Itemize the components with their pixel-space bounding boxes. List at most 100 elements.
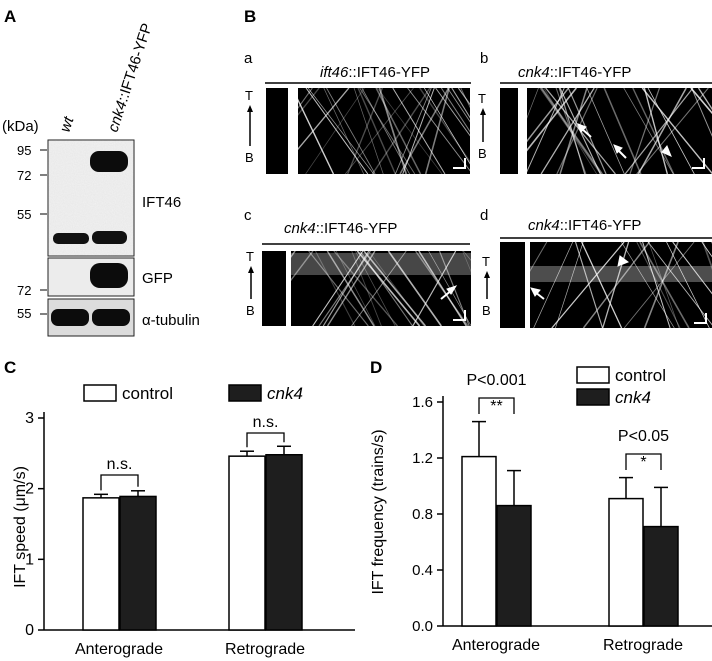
kymo-title-b-italic: cnk4 — [518, 64, 550, 81]
significance-bracket — [100, 474, 139, 491]
kymo-streak — [423, 88, 470, 165]
legend-swatch-cnk4 — [576, 388, 610, 406]
kymo-streak — [603, 88, 642, 174]
bar-control — [608, 497, 644, 627]
kymo-streak — [540, 88, 595, 174]
kymo-streak — [539, 88, 602, 174]
bar-cnk4 — [496, 504, 532, 627]
band-tubulin-cnk4 — [92, 309, 130, 326]
arrowhead — [661, 145, 672, 157]
marker-72: 72 — [17, 168, 31, 183]
kymo-streak — [392, 88, 446, 174]
scale-bar-c — [453, 310, 466, 321]
kymo-streak — [574, 242, 604, 328]
kymo-title-c-italic: cnk4 — [284, 220, 316, 237]
kymo-streak — [623, 242, 695, 328]
significance-label: n.s. — [107, 456, 133, 473]
kymo-streak — [624, 88, 694, 174]
kymo-streak — [641, 88, 712, 174]
axis-arrow-head — [480, 108, 486, 115]
kymo-streak — [418, 251, 467, 326]
axis-arrow-head — [248, 266, 254, 273]
axis-arrow-head — [247, 105, 253, 112]
p-value-label: P<0.05 — [618, 428, 669, 445]
panel-b: B a ift46::IFT46-YFP b cnk4::IFT46-YFP c… — [244, 7, 712, 328]
lane-label-cnk4-rest: ::IFT46-YFP — [114, 21, 155, 104]
tip-base-axes: T B T B T B T B — [245, 88, 491, 318]
kymo-title-c-rest: ::IFT46-YFP — [316, 220, 398, 237]
kymo-streak — [697, 88, 712, 111]
kymo-streak — [639, 242, 690, 328]
kymo-streak — [555, 242, 584, 328]
kymo-streak — [377, 88, 443, 174]
y-tick-label: 1.6 — [412, 394, 433, 411]
marker-72-gfp: 72 — [17, 283, 31, 298]
arrow-head — [613, 144, 623, 154]
kymo-streak — [333, 251, 399, 326]
legend-swatch-control — [576, 366, 610, 384]
kymo-streak — [691, 88, 712, 137]
significance-bracket — [625, 453, 662, 470]
kymo-streak — [559, 88, 588, 174]
kymo-title-a: ift46::IFT46-YFP — [320, 64, 430, 81]
kymo-streak — [347, 88, 383, 174]
kymo-streak — [387, 251, 442, 326]
kymo-title-d: cnk4::IFT46-YFP — [528, 217, 641, 234]
kymo-streak — [326, 88, 376, 174]
kymo-streak — [399, 88, 450, 174]
kymo-streak — [581, 242, 623, 328]
legend-label-control: control — [122, 384, 173, 403]
panel-b-label: B — [244, 7, 256, 26]
kymo-streak — [305, 88, 369, 174]
bar-control — [461, 455, 497, 627]
kymo-title-a-rest: ::IFT46-YFP — [348, 64, 430, 81]
chart-d: 0.0 0.4 0.8 1.2 1.6 Anterograde Retrograde cont… — [412, 366, 712, 654]
kymo-streak — [335, 251, 376, 326]
kymo-streak — [407, 88, 470, 172]
kymo-streak — [435, 88, 470, 137]
sub-label-d: d — [480, 207, 488, 224]
kymo-streak — [424, 88, 450, 174]
kymo-streak — [457, 88, 470, 106]
kymo-streak — [308, 251, 369, 326]
y-tick-label: 0 — [25, 622, 34, 639]
kymo-streak — [378, 88, 408, 174]
legend-swatch-cnk4 — [228, 384, 262, 402]
y-tick-label: 0.0 — [412, 618, 433, 635]
kymo-streak — [355, 251, 396, 326]
kymo-title-b: cnk4::IFT46-YFP — [518, 64, 631, 81]
y-tick-label: 1 — [25, 551, 34, 568]
panel-c: C IFT speed (μm/s) 0 1 2 3 Anterograde Retrog… — [4, 358, 355, 658]
axis-base-label: B — [482, 303, 491, 318]
kymo-streak — [556, 88, 598, 174]
kymo-band — [291, 253, 471, 275]
y-tick-label: 0.8 — [412, 506, 433, 523]
bar-cnk4 — [265, 453, 303, 631]
chart-c: 0 1 2 3 Anterograde Retrograde control cnk4 n.s.… — [25, 384, 355, 658]
chart-d-ylabel: IFT frequency (trains/s) — [370, 429, 387, 594]
blot-label-ift46: IFT46 — [142, 194, 181, 211]
kymo-streak — [527, 88, 539, 119]
band-tubulin-wt — [51, 309, 89, 326]
kymo-streak — [551, 242, 625, 328]
sub-label-b: b — [480, 50, 488, 67]
y-tick-label: 3 — [25, 410, 34, 427]
bar-cnk4 — [643, 525, 679, 627]
kymo-title-a-italic: ift46 — [320, 64, 349, 81]
kymo-streak — [371, 88, 431, 174]
cilium-image-a — [266, 88, 288, 174]
sub-label-c: c — [244, 207, 252, 224]
kymo-streak — [647, 242, 712, 326]
kymo-streak — [690, 88, 712, 115]
kymo-streak — [460, 88, 470, 109]
axis-base-label: B — [478, 146, 487, 161]
kymo-streak — [451, 88, 470, 119]
kymo-streak — [412, 251, 457, 326]
legend-swatch-control — [83, 384, 117, 402]
kymo-streak — [419, 88, 470, 164]
cilium-image-d — [500, 242, 525, 328]
kymo-streak — [314, 251, 356, 326]
kymo-streak — [558, 88, 586, 174]
kymo-streak — [527, 88, 577, 152]
